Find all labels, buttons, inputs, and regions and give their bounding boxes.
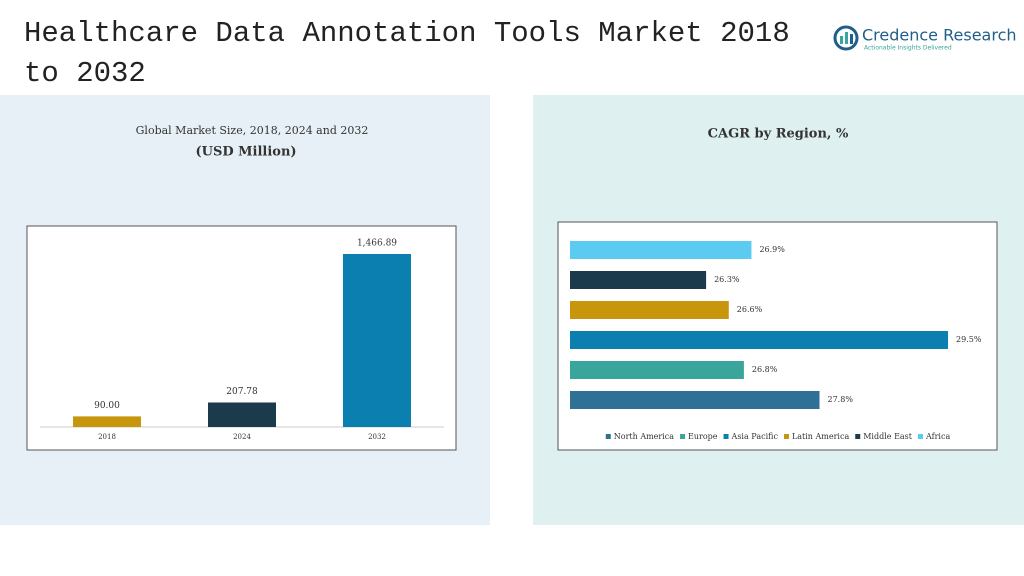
bar [570, 391, 820, 409]
value-label: 26.3% [714, 275, 740, 284]
value-label: 1,466.89 [357, 239, 397, 249]
chart-title: CAGR by Region, % [708, 127, 849, 142]
value-label: 29.5% [956, 335, 982, 344]
x-tick-label: 2018 [98, 433, 116, 441]
bar [570, 241, 752, 259]
logo-icon [833, 25, 859, 51]
legend-label: Middle East [863, 432, 913, 441]
value-label: 27.8% [828, 395, 854, 404]
legend-swatch [918, 434, 923, 439]
chart-subtitle: (USD Million) [195, 145, 296, 160]
value-label: 26.8% [752, 365, 778, 374]
value-label: 26.6% [737, 305, 763, 314]
legend-label: Africa [925, 432, 950, 441]
legend-swatch [723, 434, 729, 439]
legend-label: North America [614, 432, 675, 441]
legend-label: Asia Pacific [731, 432, 779, 441]
x-tick-label: 2024 [233, 433, 251, 441]
bar [570, 331, 949, 349]
bar [208, 402, 276, 427]
bar [73, 416, 141, 427]
bar [570, 301, 729, 319]
brand: Credence Research [862, 26, 1017, 45]
page-title: Healthcare Data Annotation Tools Market … [24, 17, 790, 90]
tagline: Actionable Insights Delivered [864, 45, 952, 52]
value-label: 26.9% [759, 245, 785, 254]
bar [570, 271, 707, 289]
bar [343, 254, 411, 427]
legend-label: Europe [688, 432, 718, 441]
legend-swatch [680, 434, 686, 439]
value-label: 207.78 [226, 387, 258, 397]
value-label: 90.00 [94, 401, 120, 411]
chart-title: Global Market Size, 2018, 2024 and 2032 [136, 124, 369, 137]
legend-swatch [783, 434, 789, 439]
legend-label: Latin America [792, 432, 850, 441]
legend-swatch [855, 434, 861, 439]
bar [570, 361, 744, 379]
legend-swatch [605, 434, 611, 439]
x-tick-label: 2032 [368, 433, 386, 441]
